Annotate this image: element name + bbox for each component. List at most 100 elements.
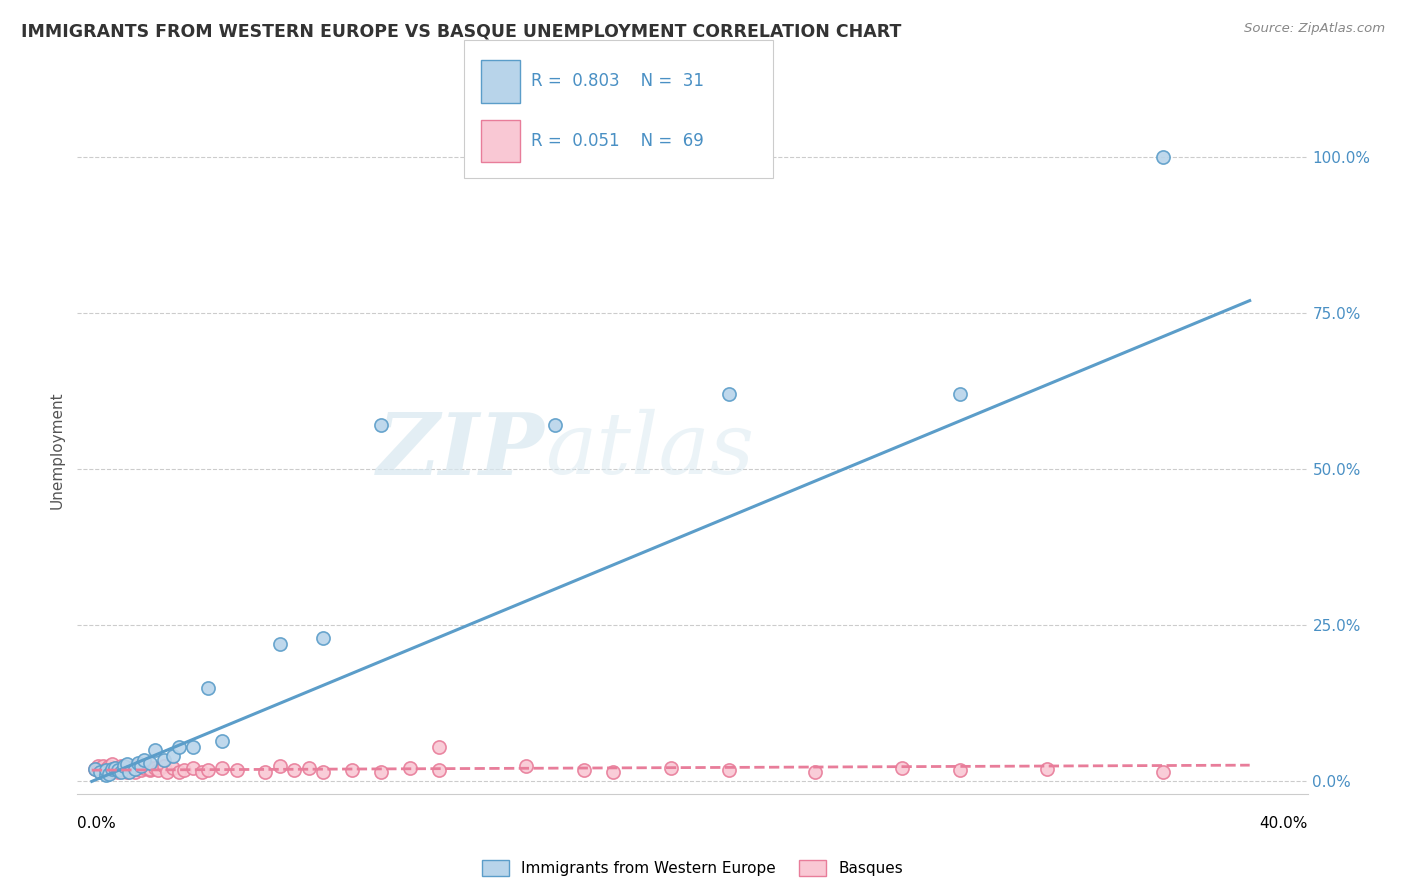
Point bbox=[89, 764, 111, 780]
Point bbox=[118, 764, 141, 780]
Point bbox=[1152, 150, 1174, 164]
Point bbox=[96, 762, 118, 776]
Point bbox=[197, 763, 219, 777]
Point bbox=[156, 764, 179, 780]
Point bbox=[132, 761, 155, 775]
Point bbox=[98, 758, 121, 772]
Point bbox=[93, 758, 115, 772]
Point bbox=[153, 758, 176, 772]
Point bbox=[283, 763, 305, 777]
Point bbox=[83, 762, 105, 776]
Point bbox=[101, 762, 124, 776]
Point bbox=[312, 631, 335, 645]
Point bbox=[269, 758, 291, 772]
Point bbox=[115, 761, 138, 775]
Point bbox=[145, 743, 167, 757]
Point bbox=[83, 762, 105, 776]
Point bbox=[167, 740, 190, 755]
Point bbox=[717, 763, 740, 777]
Point bbox=[949, 387, 972, 401]
Point bbox=[89, 761, 111, 775]
Point bbox=[427, 763, 450, 777]
Point bbox=[86, 758, 108, 772]
Point bbox=[118, 763, 141, 777]
Point bbox=[162, 749, 184, 764]
Point bbox=[110, 764, 132, 780]
Text: Source: ZipAtlas.com: Source: ZipAtlas.com bbox=[1244, 22, 1385, 36]
Point bbox=[138, 762, 160, 776]
Point bbox=[96, 768, 118, 782]
Point bbox=[949, 763, 972, 777]
Point bbox=[98, 762, 121, 776]
Point bbox=[101, 764, 124, 780]
Point bbox=[197, 681, 219, 695]
Point bbox=[127, 756, 149, 770]
Point bbox=[1036, 762, 1059, 776]
Point bbox=[112, 758, 135, 772]
Text: 0.0%: 0.0% bbox=[77, 816, 117, 830]
Point bbox=[211, 761, 233, 775]
Point bbox=[659, 761, 682, 775]
Text: IMMIGRANTS FROM WESTERN EUROPE VS BASQUE UNEMPLOYMENT CORRELATION CHART: IMMIGRANTS FROM WESTERN EUROPE VS BASQUE… bbox=[21, 22, 901, 40]
Text: R =  0.803    N =  31: R = 0.803 N = 31 bbox=[531, 72, 704, 90]
Point bbox=[370, 764, 392, 780]
Point bbox=[717, 387, 740, 401]
Point bbox=[115, 764, 138, 780]
Point bbox=[110, 758, 132, 772]
Point bbox=[399, 761, 422, 775]
Point bbox=[98, 763, 121, 777]
Point bbox=[148, 763, 170, 777]
Point bbox=[312, 764, 335, 780]
Point bbox=[135, 758, 157, 772]
Point bbox=[112, 762, 135, 776]
Point bbox=[153, 753, 176, 767]
Point bbox=[115, 756, 138, 771]
Point bbox=[544, 418, 567, 433]
Point bbox=[107, 764, 129, 780]
Point bbox=[98, 767, 121, 781]
Point bbox=[181, 761, 204, 775]
Point bbox=[572, 763, 595, 777]
Point bbox=[101, 756, 124, 771]
Point bbox=[269, 637, 291, 651]
Point bbox=[298, 761, 321, 775]
Point bbox=[138, 763, 160, 777]
Y-axis label: Unemployment: Unemployment bbox=[49, 392, 65, 509]
Point bbox=[145, 761, 167, 775]
Point bbox=[107, 762, 129, 776]
Point bbox=[89, 764, 111, 780]
Point bbox=[602, 764, 624, 780]
Point bbox=[127, 762, 149, 776]
Point bbox=[191, 764, 214, 780]
Point bbox=[132, 753, 155, 767]
Point bbox=[167, 764, 190, 780]
Point bbox=[162, 761, 184, 775]
Text: R =  0.051    N =  69: R = 0.051 N = 69 bbox=[531, 132, 704, 150]
Point bbox=[891, 761, 914, 775]
Point bbox=[1152, 764, 1174, 780]
Text: atlas: atlas bbox=[546, 409, 754, 491]
Point bbox=[342, 763, 364, 777]
Point bbox=[427, 740, 450, 755]
Point bbox=[124, 762, 146, 776]
Text: ZIP: ZIP bbox=[377, 409, 546, 492]
Text: 40.0%: 40.0% bbox=[1260, 816, 1308, 830]
Point bbox=[110, 761, 132, 775]
Point bbox=[129, 758, 152, 772]
Point bbox=[110, 763, 132, 777]
Point bbox=[138, 756, 160, 770]
Legend: Immigrants from Western Europe, Basques: Immigrants from Western Europe, Basques bbox=[475, 855, 910, 882]
Point bbox=[181, 740, 204, 755]
Point bbox=[254, 764, 277, 780]
Point bbox=[104, 763, 127, 777]
Point bbox=[107, 763, 129, 777]
Point bbox=[101, 761, 124, 775]
Point bbox=[86, 763, 108, 777]
Point bbox=[104, 761, 127, 775]
Point bbox=[173, 763, 195, 777]
Point bbox=[124, 764, 146, 780]
Point bbox=[104, 761, 127, 775]
Point bbox=[93, 763, 115, 777]
Point bbox=[129, 763, 152, 777]
Point bbox=[96, 764, 118, 780]
